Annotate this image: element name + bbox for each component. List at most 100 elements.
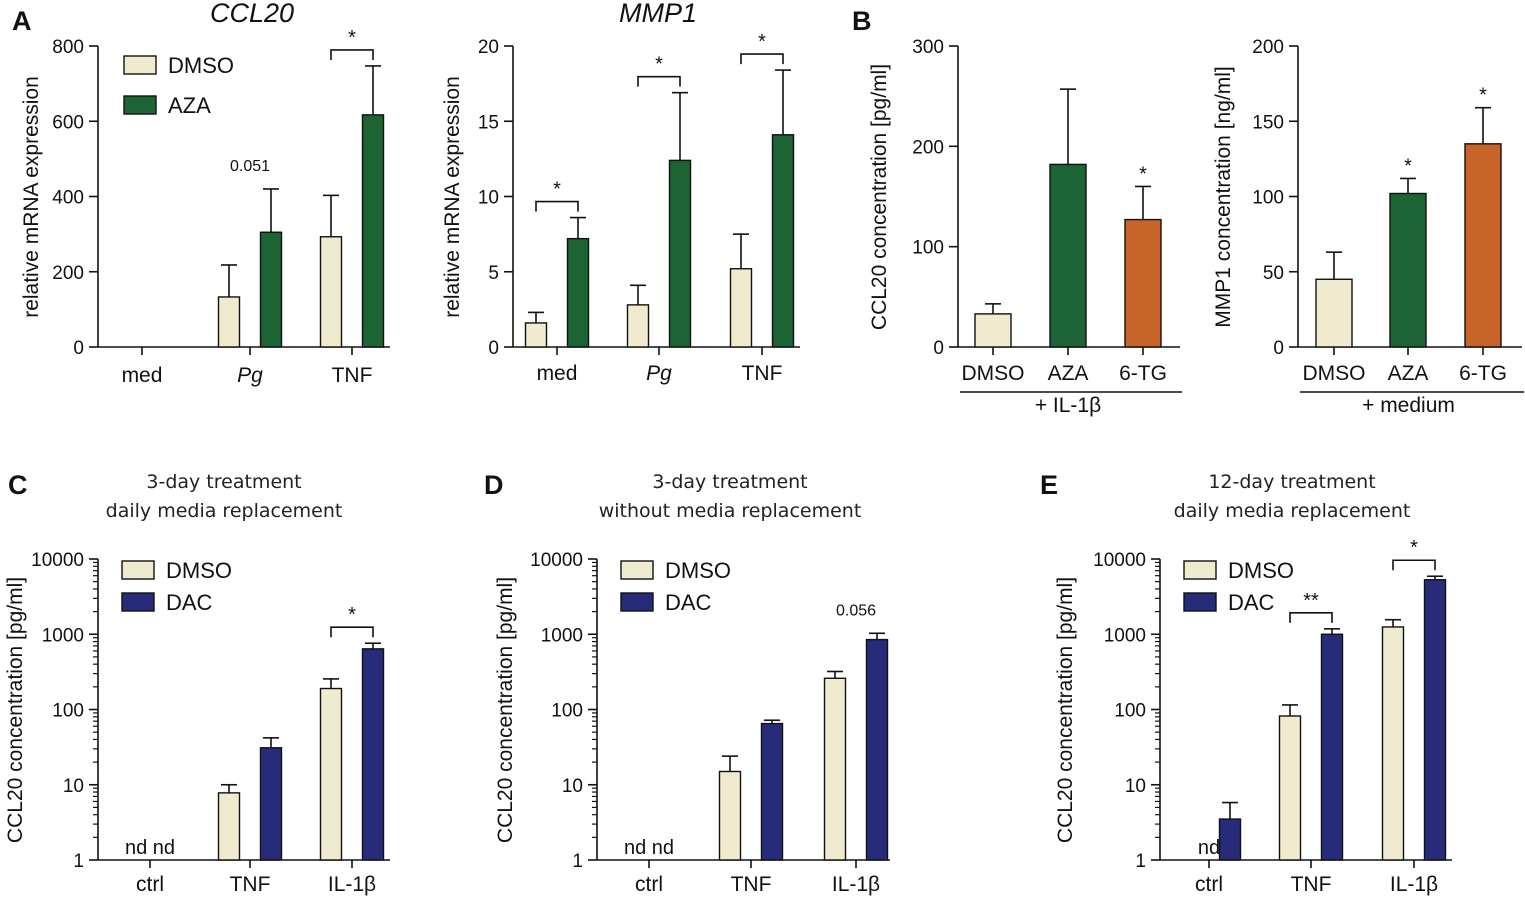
x-category-label-panel-5: IL-1β — [832, 873, 880, 896]
p-value-annotation: 0.056 — [836, 602, 876, 619]
y-axis-label-panel-1: relative mRNA expression — [441, 76, 464, 318]
y-axis-label-panel-0: relative mRNA expression — [20, 76, 43, 318]
x-category-label-panel-0: med — [122, 364, 163, 387]
y-tick-label-panel-6: 1 — [1135, 851, 1146, 872]
panel-label-E: E — [1040, 470, 1058, 500]
panel-subtitle: 3-day treatment — [652, 471, 807, 493]
x-category-label-panel-2: 6-TG — [1119, 362, 1167, 385]
legend-swatch-dac — [620, 592, 654, 612]
y-tick-label-panel-4: 1 — [73, 851, 84, 872]
y-tick-label-panel-2: 100 — [912, 238, 944, 259]
x-category-label-panel-4: IL-1β — [328, 873, 376, 896]
significance-bracket — [1392, 559, 1436, 571]
significance-bracket — [637, 75, 681, 87]
significance-star: * — [1139, 163, 1147, 185]
panel-subtitle: daily media replacement — [106, 500, 343, 522]
significance-bracket — [330, 49, 374, 60]
bar-aza-tnf — [361, 114, 385, 348]
p-value-annotation: 0.051 — [230, 158, 270, 175]
legend-swatch-aza — [123, 95, 157, 115]
x-category-label-panel-2: AZA — [1048, 362, 1089, 385]
significance-bracket-label: * — [348, 27, 356, 49]
bar-dac-tnf — [760, 722, 784, 861]
legend-label-dmso: DMSO — [168, 53, 234, 78]
x-category-label-panel-2: DMSO — [962, 362, 1025, 385]
y-tick-label-panel-2: 200 — [912, 137, 944, 158]
y-tick-label-panel-3: 0 — [1273, 338, 1284, 359]
legend-swatch-dmso — [620, 560, 654, 580]
y-tick-label-panel-0: 400 — [52, 188, 84, 209]
bar-dmso-tnf — [718, 770, 742, 861]
significance-bracket-label: * — [758, 31, 766, 53]
bar-aza — [1389, 192, 1427, 348]
bar-dmso — [1315, 278, 1353, 348]
y-tick-label-panel-1: 5 — [488, 263, 499, 284]
y-tick-label-panel-3: 150 — [1252, 112, 1284, 133]
group-label-panel-2: + IL-1β — [1035, 394, 1101, 417]
y-axis-label-panel-2: CCL20 concentration [pg/ml] — [868, 64, 891, 330]
bar-dmso-tnf — [319, 236, 343, 348]
legend-swatch-dmso — [121, 560, 155, 580]
y-tick-label-panel-4: 100 — [52, 701, 84, 722]
bar-dmso-pg — [626, 304, 650, 348]
y-axis-label-panel-3: MMP1 concentration [ng/ml] — [1212, 66, 1235, 327]
not-detected-label: nd nd — [125, 837, 175, 859]
bar-dmso-med — [524, 322, 548, 348]
bar-dac-tnf — [259, 747, 283, 861]
bar-aza-pg — [259, 231, 283, 348]
x-category-label-panel-3: AZA — [1388, 362, 1429, 385]
y-tick-label-panel-6: 1000 — [1104, 625, 1146, 646]
legend-swatch-dac — [121, 592, 155, 612]
y-tick-label-panel-5: 100 — [551, 701, 583, 722]
not-detected-label: nd — [1198, 837, 1220, 859]
y-tick-label-panel-3: 100 — [1252, 188, 1284, 209]
x-category-label-panel-3: DMSO — [1303, 362, 1366, 385]
bar-aza — [1049, 163, 1087, 348]
panel-title: MMP1 — [619, 0, 697, 28]
bar-dac-il-1β — [1423, 579, 1447, 861]
legend-label-dmso: DMSO — [1228, 558, 1294, 583]
bar-dac-ctrl — [1218, 818, 1242, 861]
panel-subtitle: without media replacement — [599, 500, 862, 522]
y-tick-label-panel-6: 100 — [1114, 701, 1146, 722]
bar-dmso-tnf — [217, 792, 241, 861]
panel-subtitle: 3-day treatment — [146, 471, 301, 493]
bar-dmso — [974, 313, 1012, 348]
y-tick-label-panel-5: 10 — [562, 776, 583, 797]
x-category-label-panel-1: TNF — [742, 362, 783, 385]
legend-label-dac: DAC — [1228, 590, 1275, 615]
y-tick-label-panel-0: 800 — [52, 37, 84, 58]
x-category-label-panel-5: ctrl — [635, 873, 663, 896]
y-axis-label-panel-5: CCL20 concentration [pg/ml] — [494, 577, 517, 843]
bar-6-tg — [1464, 143, 1502, 348]
x-category-label-panel-5: TNF — [731, 873, 772, 896]
significance-bracket-label: * — [1410, 537, 1418, 559]
panel-label-B: B — [852, 6, 872, 36]
bar-6-tg — [1124, 218, 1162, 348]
significance-bracket-label: * — [655, 54, 663, 76]
y-tick-label-panel-0: 0 — [73, 338, 84, 359]
y-tick-label-panel-4: 1000 — [42, 625, 84, 646]
bar-dmso-pg — [217, 296, 241, 348]
x-category-label-panel-4: TNF — [230, 873, 271, 896]
x-category-label-panel-0: TNF — [332, 364, 373, 387]
bar-dmso-tnf — [1278, 715, 1302, 861]
significance-bracket — [535, 200, 579, 212]
y-tick-label-panel-5: 10000 — [530, 550, 583, 571]
bar-dmso-il-1β — [1381, 626, 1405, 861]
bar-dmso-tnf — [729, 268, 753, 348]
y-tick-label-panel-1: 15 — [478, 112, 499, 133]
y-tick-label-panel-4: 10 — [63, 776, 84, 797]
bar-dac-il-1β — [865, 638, 889, 861]
x-category-label-panel-6: IL-1β — [1390, 873, 1438, 896]
y-tick-label-panel-3: 50 — [1263, 263, 1284, 284]
x-category-label-panel-4: ctrl — [136, 873, 164, 896]
y-axis-label-panel-4: CCL20 concentration [pg/ml] — [4, 577, 27, 843]
panel-label-A: A — [12, 6, 32, 36]
panel-label-D: D — [484, 470, 504, 500]
significance-bracket — [740, 53, 784, 65]
significance-bracket — [1289, 612, 1333, 623]
legend-swatch-dac — [1183, 592, 1217, 612]
x-category-label-panel-3: 6-TG — [1459, 362, 1507, 385]
